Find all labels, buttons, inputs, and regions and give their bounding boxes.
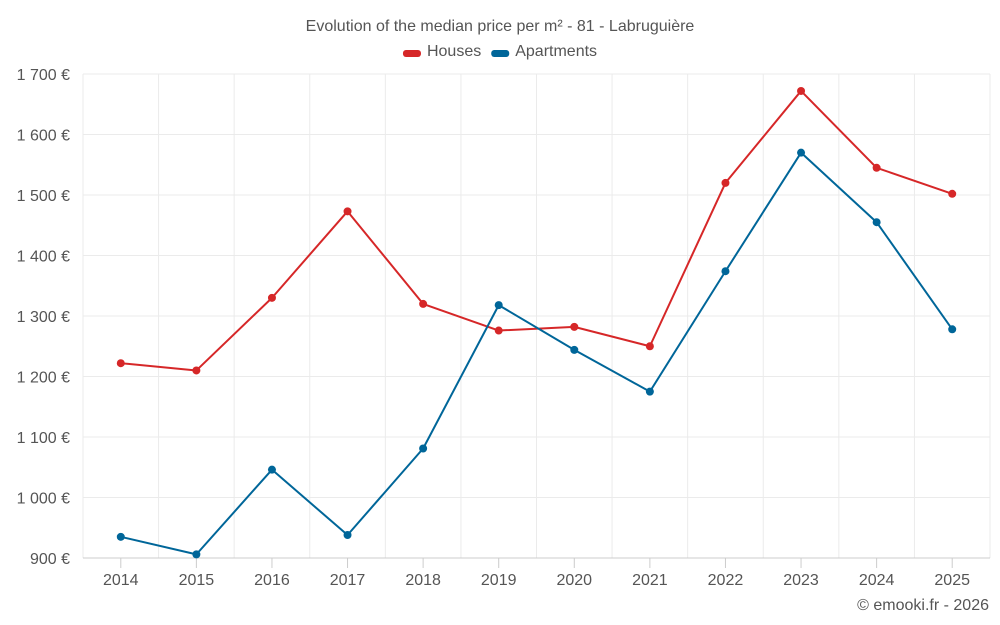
apartments-point xyxy=(721,267,730,276)
x-tick-label: 2021 xyxy=(632,572,668,589)
y-tick-label: 1 100 € xyxy=(17,430,70,447)
x-tick-label: 2019 xyxy=(481,572,517,589)
houses-point xyxy=(570,322,579,331)
houses-point xyxy=(116,359,125,368)
houses-line xyxy=(120,89,953,372)
y-tick-label: 1 500 € xyxy=(17,188,70,205)
houses-point xyxy=(872,163,881,172)
legend-label: Apartments xyxy=(515,43,597,60)
apartments-point xyxy=(645,387,654,396)
legend-label: Houses xyxy=(427,43,481,60)
apartments-point xyxy=(116,532,125,541)
apartments-line xyxy=(120,151,954,556)
legend-item-houses[interactable]: Houses xyxy=(402,43,481,60)
x-tick-label: 2022 xyxy=(708,572,744,589)
x-tick-label: 2024 xyxy=(859,572,895,589)
houses-point xyxy=(192,366,201,375)
houses-point xyxy=(343,207,352,216)
y-tick-label: 1 600 € xyxy=(17,128,70,145)
x-tick-label: 2018 xyxy=(405,572,441,589)
series-houses xyxy=(116,86,957,375)
houses-point xyxy=(645,342,654,351)
apartments-point xyxy=(343,531,352,540)
chart-title: Evolution of the median price per m² - 8… xyxy=(306,18,695,35)
x-axis: 2014 2015 2016 2017 2018 2019 2020 2021 2022 2023… xyxy=(83,557,990,589)
legend-swatch xyxy=(491,50,510,57)
y-tick-label: 1 000 € xyxy=(17,491,70,508)
x-tick-label: 2015 xyxy=(179,572,215,589)
apartments-point xyxy=(872,218,881,227)
apartments-point xyxy=(797,148,806,157)
credit-text: © emooki.fr - 2026 xyxy=(857,597,989,614)
houses-point xyxy=(948,189,957,198)
apartments-point xyxy=(948,325,957,334)
series-layer xyxy=(116,86,957,559)
x-tick-label: 2025 xyxy=(934,572,970,589)
houses-point xyxy=(797,86,806,95)
legend: Houses Apartments xyxy=(402,43,597,60)
apartments-point xyxy=(267,465,276,474)
x-tick-label: 2017 xyxy=(330,572,366,589)
apartments-point xyxy=(494,301,503,310)
legend-swatch xyxy=(402,50,421,57)
houses-point xyxy=(419,299,428,308)
x-tick-label: 2014 xyxy=(103,572,139,589)
grid xyxy=(82,73,991,558)
series-apartments xyxy=(116,148,957,559)
legend-item-apartments[interactable]: Apartments xyxy=(491,43,597,60)
y-tick-label: 1 300 € xyxy=(17,309,70,326)
houses-point xyxy=(721,178,730,187)
y-tick-label: 1 200 € xyxy=(17,370,70,387)
y-axis: 900 € 1 000 € 1 100 € 1 200 € 1 300 € 1 400 €… xyxy=(17,67,70,568)
y-tick-label: 900 € xyxy=(30,551,70,568)
apartments-point xyxy=(570,345,579,354)
y-tick-label: 1 400 € xyxy=(17,249,70,266)
x-tick-label: 2023 xyxy=(783,572,819,589)
y-tick-label: 1 700 € xyxy=(17,67,70,84)
x-tick-label: 2016 xyxy=(254,572,290,589)
houses-point xyxy=(267,293,276,302)
apartments-point xyxy=(192,550,201,559)
houses-point xyxy=(494,326,503,335)
x-tick-label: 2020 xyxy=(556,572,592,589)
apartments-point xyxy=(419,444,428,453)
